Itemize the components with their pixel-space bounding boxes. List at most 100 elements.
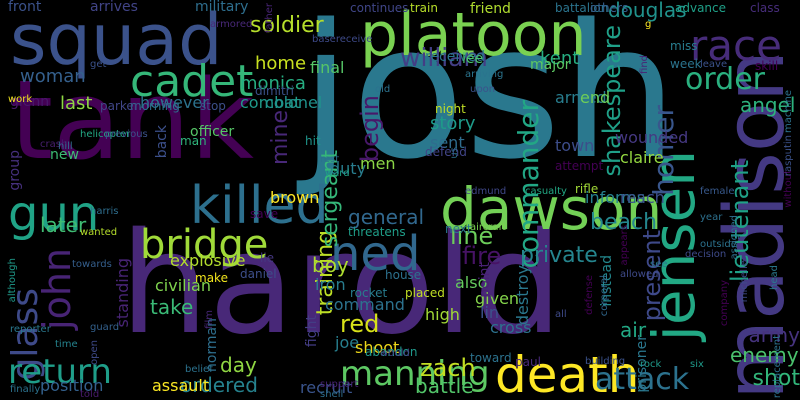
- cloud-word: platoon: [360, 0, 587, 70]
- cloud-word: year: [700, 212, 723, 223]
- cloud-word: armored: [210, 19, 253, 30]
- cloud-word: also: [455, 273, 488, 292]
- cloud-word: angel: [740, 93, 796, 117]
- cloud-word: casualty: [525, 186, 567, 197]
- cloud-word: rest: [320, 154, 340, 165]
- cloud-word: replacement: [772, 335, 783, 399]
- cloud-word: ward: [325, 168, 350, 179]
- cloud-word: line: [450, 222, 494, 250]
- cloud-word: reach: [620, 188, 665, 207]
- cloud-word: find: [639, 55, 650, 74]
- cloud-word: lie: [260, 251, 275, 265]
- cloud-word: friend: [470, 1, 511, 17]
- cloud-word: helicopter: [80, 129, 131, 140]
- cloud-word: father: [264, 3, 275, 34]
- cloud-word: boy: [312, 253, 349, 277]
- cloud-word: high: [425, 305, 460, 324]
- cloud-word: fight: [304, 315, 320, 348]
- cloud-word: officer: [190, 124, 235, 140]
- cloud-word: attack: [595, 362, 690, 397]
- cloud-word: civilian: [155, 276, 211, 295]
- cloud-word: town: [555, 136, 595, 155]
- cloud-word: stop: [200, 99, 226, 113]
- cloud-word: army: [748, 323, 800, 347]
- cloud-word: support: [320, 379, 359, 390]
- cloud-word: harold: [120, 203, 563, 366]
- cloud-word: joe: [335, 333, 360, 352]
- cloud-word: however: [140, 93, 209, 112]
- cloud-word: duty: [330, 159, 367, 178]
- cloud-word: old: [375, 84, 391, 95]
- cloud-word: rock: [640, 359, 662, 370]
- cloud-word: get: [90, 59, 107, 70]
- cloud-word: woman: [20, 66, 86, 87]
- cloud-word: arriving: [465, 69, 504, 80]
- cloud-word: day: [220, 353, 257, 377]
- cloud-word: continues: [350, 1, 409, 15]
- cloud-word: enemy: [730, 343, 799, 367]
- cloud-word: brown: [270, 188, 320, 207]
- cloud-word: allowed: [620, 269, 659, 280]
- cloud-word: final: [310, 58, 345, 77]
- cloud-word: defense: [584, 275, 595, 315]
- cloud-word: night: [435, 102, 466, 116]
- cloud-word: tank: [10, 56, 254, 184]
- cloud-word: assigned: [729, 215, 740, 260]
- cloud-word: reporter: [10, 324, 51, 335]
- cloud-word: ordered: [180, 373, 258, 397]
- cloud-word: rocket: [350, 286, 388, 300]
- cloud-word: leave: [700, 59, 728, 70]
- cloud-word: given: [475, 289, 520, 308]
- cloud-word: although: [7, 258, 18, 303]
- cloud-word: dawson: [440, 175, 663, 243]
- cloud-word: toward: [470, 351, 512, 365]
- cloud-word: back: [154, 125, 170, 159]
- cloud-word: battalion: [555, 1, 609, 15]
- cloud-word: outside: [700, 239, 737, 250]
- cloud-word: general: [348, 205, 425, 229]
- cloud-word: abandon: [365, 345, 418, 359]
- cloud-word: front: [8, 0, 42, 15]
- cloud-word: threatens: [348, 225, 406, 239]
- cloud-word: soldier: [250, 13, 324, 38]
- cloud-word: race: [690, 21, 782, 70]
- cloud-word: train: [410, 1, 438, 15]
- cloud-word: crash: [40, 139, 68, 150]
- cloud-word: would: [380, 348, 410, 359]
- cloud-word: mine: [268, 110, 293, 166]
- cloud-word: william: [400, 43, 488, 72]
- cloud-word: major: [530, 57, 571, 73]
- cloud-word: explosive: [170, 251, 246, 270]
- cloud-word: finally: [10, 384, 41, 395]
- cloud-word: wounded: [615, 128, 689, 147]
- cloud-word: head: [769, 265, 780, 290]
- cloud-word: arrives: [90, 0, 138, 15]
- cloud-word: previous: [105, 129, 148, 140]
- cloud-word: shell: [320, 389, 344, 400]
- cloud-word: glenn: [10, 94, 50, 110]
- cloud-word: g: [645, 19, 652, 30]
- cloud-word: defend: [425, 145, 467, 159]
- cloud-word: killed: [190, 176, 329, 236]
- cloud-word: female: [700, 186, 735, 197]
- cloud-word: battle: [415, 374, 474, 398]
- cloud-word: corporal: [599, 275, 610, 317]
- cloud-word: military: [195, 0, 249, 15]
- cloud-word: zach: [420, 354, 476, 382]
- cloud-word: last: [60, 93, 93, 114]
- cloud-word: daniel: [240, 267, 277, 281]
- cloud-word: house: [385, 268, 422, 282]
- cloud-word: hit: [305, 134, 321, 148]
- cloud-word: iron: [315, 275, 346, 294]
- cloud-word: armed: [555, 88, 607, 107]
- cloud-word: shoot: [355, 338, 400, 357]
- cloud-word: placed: [405, 286, 445, 300]
- cloud-word: shot: [752, 366, 800, 391]
- cloud-word: company: [719, 280, 730, 327]
- cloud-word: others: [590, 1, 629, 15]
- cloud-word: parker: [100, 99, 139, 113]
- cloud-word: paul: [515, 355, 541, 369]
- cloud-word: death: [495, 346, 640, 400]
- cloud-word: edmund: [465, 186, 507, 197]
- cloud-word: decision: [685, 249, 727, 260]
